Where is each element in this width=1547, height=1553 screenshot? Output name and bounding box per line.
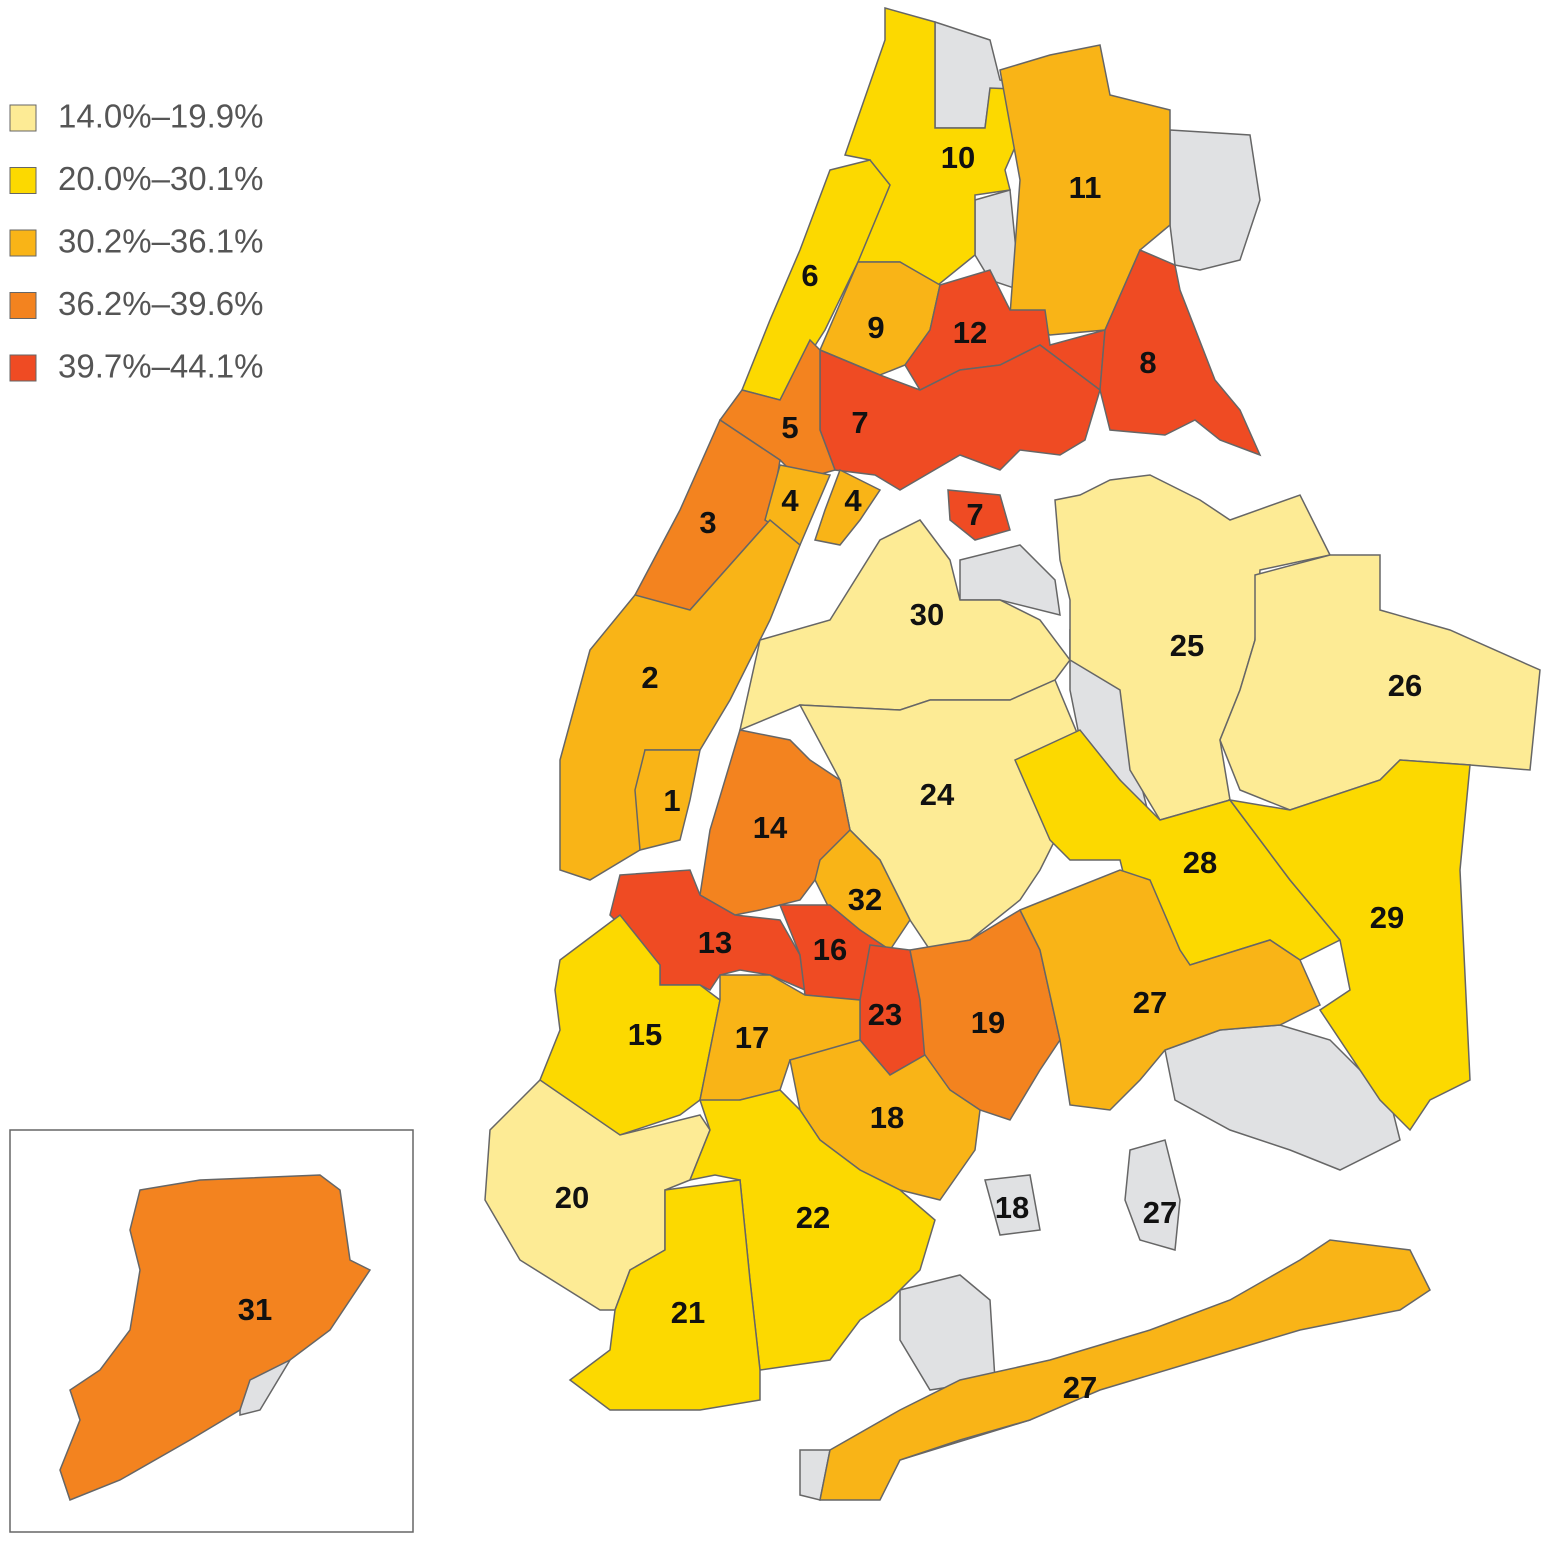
district-label: 32: [848, 882, 882, 917]
districts: [59, 7, 1541, 1501]
district-label: 13: [698, 925, 732, 960]
district-area: [999, 44, 1171, 336]
legend-swatch: [9, 104, 37, 132]
district-label: 2: [641, 660, 658, 695]
district-label: 8: [1139, 345, 1156, 380]
district-label: 1: [663, 783, 680, 818]
district-label: 26: [1388, 668, 1422, 703]
district-area: [819, 1239, 1431, 1501]
district-label: 9: [867, 310, 884, 345]
district-label: 18: [870, 1100, 904, 1135]
district-label: 27: [1143, 1195, 1177, 1230]
district-label: 23: [868, 997, 902, 1032]
district-label: 16: [813, 932, 847, 967]
legend-swatch: [9, 167, 37, 194]
district-label: 7: [851, 405, 868, 440]
district-label: 28: [1183, 845, 1217, 880]
district-label: 27: [1063, 1370, 1097, 1405]
district-area: [59, 1174, 372, 1501]
district-label: 10: [941, 140, 975, 175]
district-label: 15: [628, 1017, 662, 1052]
legend-swatch: [9, 229, 37, 257]
district-area: [568, 1179, 761, 1411]
district-area: [947, 489, 1011, 541]
park: [984, 1174, 1041, 1236]
legend-swatch: [9, 354, 37, 382]
district-label: 14: [753, 810, 788, 845]
legend-label: 30.2%–36.1%: [58, 223, 264, 260]
legend-label: 39.7%–44.1%: [58, 348, 264, 385]
district-label: 29: [1370, 900, 1404, 935]
district-label: 31: [238, 1292, 272, 1327]
district-label: 17: [735, 1020, 769, 1055]
district-area: [688, 1089, 936, 1371]
district-label: 7: [966, 497, 983, 532]
park: [1169, 129, 1261, 271]
district-area: [819, 344, 1101, 491]
district-area: [1018, 869, 1321, 1111]
district-label: 18: [995, 1190, 1029, 1225]
legend: 14.0%–19.9% 20.0%–30.1% 30.2%–36.1% 36.2%–3…: [9, 98, 264, 385]
district-area: [1228, 759, 1471, 1132]
district-label: 19: [971, 1005, 1005, 1040]
district-label: 6: [801, 258, 818, 293]
district-area: [844, 7, 1042, 286]
district-label: 30: [910, 597, 944, 632]
district-label: 25: [1170, 628, 1204, 663]
inset-frame: [9, 1129, 414, 1533]
park: [899, 1274, 996, 1391]
legend-label: 14.0%–19.9%: [58, 98, 264, 135]
legend-swatch: [9, 292, 37, 319]
district-label: 11: [1069, 170, 1102, 205]
district-area: [634, 749, 701, 851]
district-label: 4: [844, 483, 862, 518]
legend-label: 20.0%–30.1%: [58, 160, 264, 197]
district-label: 24: [920, 777, 955, 812]
district-label: 12: [953, 315, 987, 350]
district-area: [1099, 249, 1262, 457]
district-area: [1219, 554, 1541, 811]
district-label: 20: [555, 1180, 589, 1215]
district-label: 21: [671, 1295, 705, 1330]
district-label: 5: [781, 410, 798, 445]
district-area: [909, 908, 1061, 1121]
district-label: 4: [781, 483, 799, 518]
district-label: 3: [699, 505, 716, 540]
district-label: 22: [796, 1200, 830, 1235]
district-area: [738, 519, 1071, 732]
park: [1124, 1139, 1181, 1251]
district-label: 27: [1133, 985, 1167, 1020]
district-area: [814, 468, 882, 546]
legend-label: 36.2%–39.6%: [58, 285, 264, 322]
